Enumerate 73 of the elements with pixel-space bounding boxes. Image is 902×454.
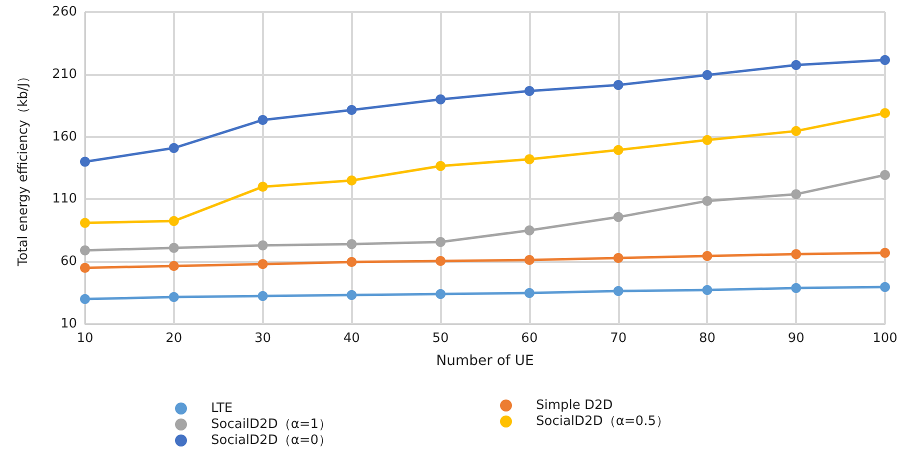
point xyxy=(436,256,446,266)
point xyxy=(613,286,624,296)
y-axis-title: Total energy efficiency（kb/J） xyxy=(16,70,31,268)
x-tick-label: 80 xyxy=(698,331,716,346)
legend-label: Simple D2D xyxy=(536,398,613,413)
point xyxy=(436,94,446,104)
point xyxy=(524,254,534,265)
point xyxy=(258,240,268,250)
point xyxy=(168,216,179,226)
point xyxy=(436,289,446,300)
y-tick-label: 110 xyxy=(52,192,77,207)
x-tick-label: 30 xyxy=(254,331,272,346)
point xyxy=(168,143,179,154)
point xyxy=(436,237,446,248)
point xyxy=(346,104,357,115)
legend-label: LTE xyxy=(211,401,233,416)
y-tick-label: 60 xyxy=(60,254,77,270)
x-tick-label: 90 xyxy=(788,331,804,346)
point xyxy=(791,189,802,200)
point xyxy=(791,126,802,136)
y-tick-label: 10 xyxy=(60,316,77,332)
point xyxy=(524,154,534,164)
point xyxy=(346,290,357,300)
y-tick-label: 160 xyxy=(52,129,77,144)
point xyxy=(346,256,357,267)
legend-label: SocialD2D（α=0） xyxy=(211,433,332,448)
y-tick-label: 260 xyxy=(52,4,77,20)
point xyxy=(80,262,90,273)
legend-label: SocialD2D（α=0.5） xyxy=(536,414,669,429)
point xyxy=(613,252,624,263)
x-axis-title: Number of UE xyxy=(436,353,534,369)
point xyxy=(346,239,357,250)
point xyxy=(791,60,802,70)
point xyxy=(702,250,712,261)
point xyxy=(880,248,890,258)
y-tick-label: 210 xyxy=(52,66,77,82)
x-tick-label: 50 xyxy=(432,331,449,346)
point xyxy=(168,260,179,271)
point xyxy=(791,249,802,260)
point xyxy=(258,259,268,270)
point xyxy=(80,156,90,167)
point xyxy=(702,70,712,80)
point xyxy=(168,242,179,253)
point xyxy=(436,161,446,171)
point xyxy=(613,212,624,222)
point xyxy=(258,114,268,125)
point xyxy=(702,285,712,296)
point xyxy=(613,145,624,156)
point xyxy=(880,108,890,118)
point xyxy=(80,245,90,256)
x-tick-label: 70 xyxy=(610,331,627,346)
point xyxy=(524,86,534,96)
x-tick-label: 10 xyxy=(76,331,94,346)
point xyxy=(880,282,890,292)
point xyxy=(880,55,890,66)
point xyxy=(702,135,712,146)
point xyxy=(702,196,712,206)
legend-label: SocailD2D（α=1） xyxy=(211,417,332,432)
point xyxy=(258,182,268,192)
point xyxy=(168,292,179,302)
point xyxy=(80,218,90,228)
x-tick-label: 40 xyxy=(343,331,360,346)
x-tick-label: 100 xyxy=(872,331,898,346)
point xyxy=(346,175,357,186)
x-tick-label: 60 xyxy=(521,331,538,346)
point xyxy=(524,225,534,236)
point xyxy=(80,294,90,304)
point xyxy=(791,283,802,294)
point xyxy=(258,291,268,302)
point xyxy=(613,80,624,90)
point xyxy=(524,288,534,298)
x-tick-label: 20 xyxy=(166,331,182,346)
point xyxy=(880,170,890,180)
